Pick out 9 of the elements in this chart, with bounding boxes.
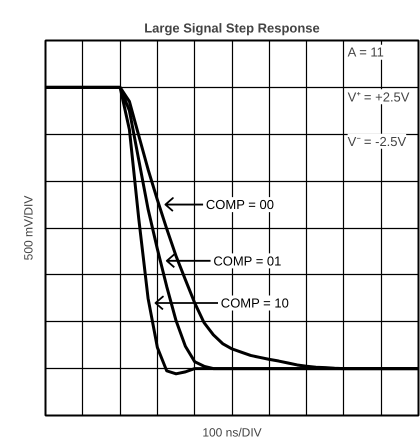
- annotation: V⁻ = -2.5V: [348, 134, 407, 149]
- text: A = 11: [348, 44, 384, 60]
- legend-label: COMP = 00: [206, 197, 274, 212]
- x-axis-title: 100 ns/DIV: [202, 426, 262, 440]
- chart-title: Large Signal Step Response: [144, 20, 320, 36]
- legend-label: COMP = 01: [213, 253, 282, 268]
- y-axis-title: 500 mV/DIV: [22, 196, 36, 260]
- legend-label: COMP = 10: [220, 296, 289, 310]
- annotation: V⁺ = +2.5V: [348, 89, 410, 104]
